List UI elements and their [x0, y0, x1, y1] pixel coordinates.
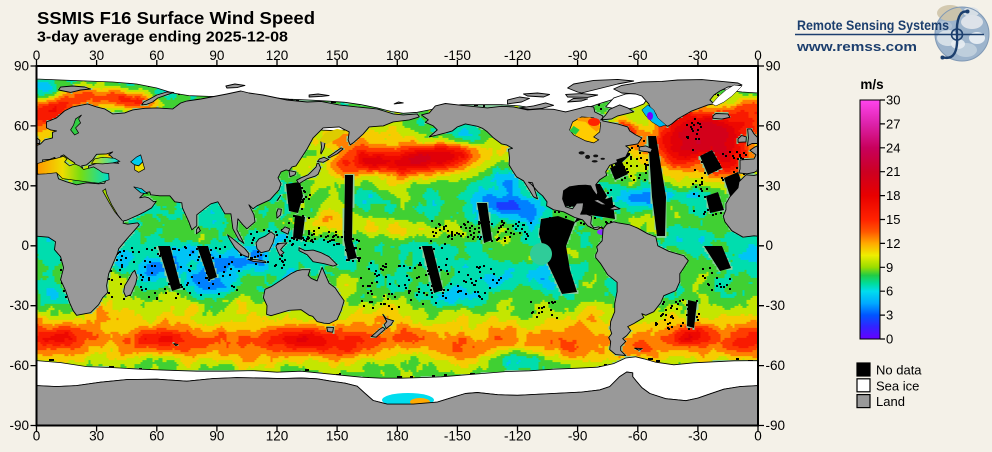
svg-text:Remote Sensing Systems: Remote Sensing Systems [797, 17, 949, 33]
svg-text:-30: -30 [9, 298, 29, 313]
svg-text:60: 60 [149, 429, 164, 444]
svg-text:0: 0 [754, 429, 762, 444]
svg-text:-90: -90 [766, 418, 786, 433]
svg-text:27: 27 [886, 116, 900, 131]
svg-text:12: 12 [886, 236, 900, 251]
svg-text:0: 0 [33, 48, 41, 63]
svg-text:9: 9 [886, 260, 893, 275]
svg-text:6: 6 [886, 284, 893, 299]
svg-text:120: 120 [266, 429, 289, 444]
svg-text:90: 90 [209, 48, 224, 63]
svg-text:30: 30 [886, 93, 900, 108]
svg-text:-30: -30 [688, 429, 708, 444]
svg-text:120: 120 [266, 48, 289, 63]
svg-text:3-day average ending 2025-12-0: 3-day average ending 2025-12-08 [37, 30, 288, 46]
svg-text:180: 180 [386, 48, 409, 63]
svg-text:SSMIS F16 Surface Wind Speed: SSMIS F16 Surface Wind Speed [37, 8, 315, 28]
svg-text:-30: -30 [688, 48, 708, 63]
svg-text:-120: -120 [504, 48, 531, 63]
svg-text:60: 60 [14, 118, 29, 133]
svg-text:30: 30 [89, 48, 104, 63]
svg-text:3: 3 [886, 308, 893, 323]
svg-text:90: 90 [14, 59, 29, 74]
svg-text:No data: No data [876, 363, 922, 378]
svg-text:www.remss.com: www.remss.com [796, 39, 917, 54]
svg-text:0: 0 [33, 429, 41, 444]
svg-text:30: 30 [766, 178, 781, 193]
svg-text:-150: -150 [444, 429, 471, 444]
svg-text:90: 90 [766, 59, 781, 74]
svg-text:Sea ice: Sea ice [876, 378, 919, 393]
svg-text:-60: -60 [766, 358, 786, 373]
svg-text:0: 0 [886, 332, 893, 347]
svg-text:30: 30 [89, 429, 104, 444]
svg-text:-150: -150 [444, 48, 471, 63]
svg-text:-60: -60 [628, 48, 648, 63]
svg-text:60: 60 [766, 118, 781, 133]
svg-text:90: 90 [209, 429, 224, 444]
svg-text:180: 180 [386, 429, 409, 444]
svg-text:-60: -60 [628, 429, 648, 444]
svg-text:0: 0 [754, 48, 762, 63]
svg-text:18: 18 [886, 188, 900, 203]
svg-text:30: 30 [14, 178, 29, 193]
svg-text:60: 60 [149, 48, 164, 63]
svg-text:150: 150 [326, 429, 349, 444]
svg-text:-90: -90 [568, 48, 588, 63]
svg-text:-30: -30 [766, 298, 786, 313]
svg-text:-60: -60 [9, 358, 29, 373]
svg-text:24: 24 [886, 140, 900, 155]
svg-text:-90: -90 [568, 429, 588, 444]
svg-text:0: 0 [21, 238, 29, 253]
svg-text:21: 21 [886, 164, 900, 179]
svg-text:15: 15 [886, 212, 900, 227]
svg-text:-90: -90 [9, 418, 29, 433]
svg-text:150: 150 [326, 48, 349, 63]
svg-text:Land: Land [876, 394, 905, 409]
svg-text:-120: -120 [504, 429, 531, 444]
svg-text:m/s: m/s [860, 77, 883, 92]
svg-text:0: 0 [766, 238, 774, 253]
